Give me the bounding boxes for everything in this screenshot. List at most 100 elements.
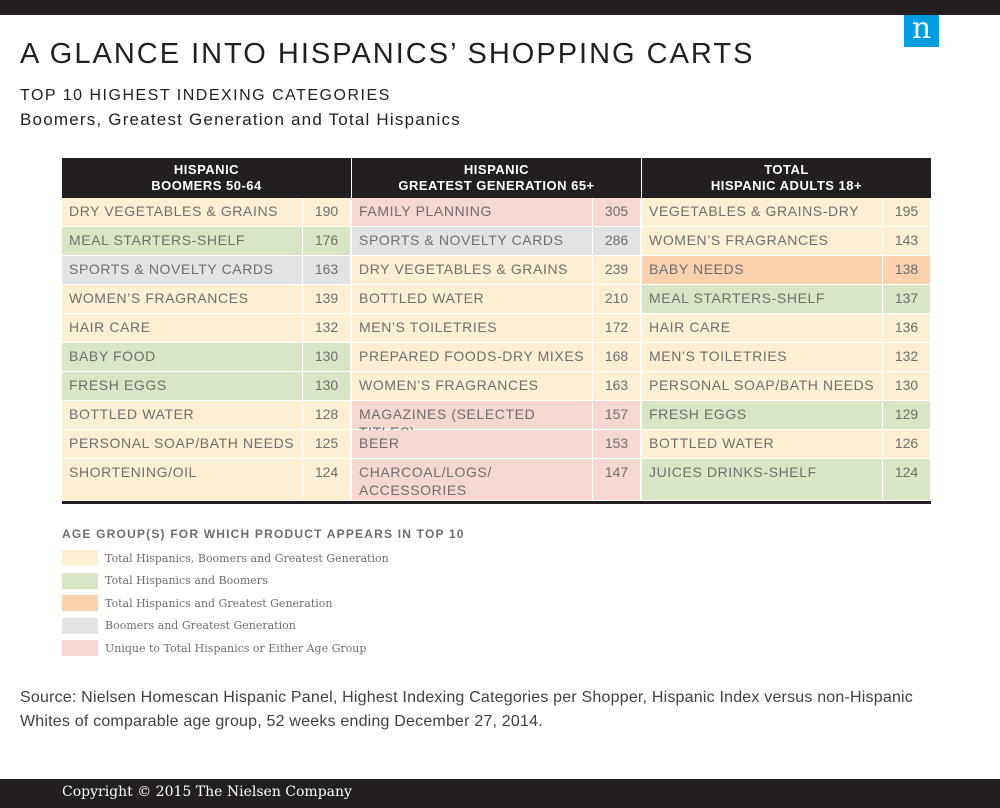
category-cell: MEN’S TOILETRIES	[352, 314, 592, 343]
table-row: BOTTLED WATER 210	[352, 285, 641, 314]
table-row: MAGAZINES (SELECTED TITLES)157	[352, 401, 641, 440]
category-cell: HAIR CARE	[62, 314, 302, 343]
index-value-cell: 139	[302, 285, 350, 314]
column-header: HISPANIC GREATEST GENERATION 65+	[352, 158, 641, 198]
legend-label: Total Hispanics, Boomers and Greatest Ge…	[105, 551, 389, 565]
table-row: FRESH EGGS 130	[62, 372, 351, 401]
category-cell: SHORTENING/OIL	[62, 459, 302, 501]
column-header-line2: GREATEST GENERATION 65+	[398, 178, 595, 193]
table-row: CHARCOAL/LOGS/ ACCESSORIES 147	[352, 459, 641, 501]
category-cell: VEGETABLES & GRAINS-DRY	[642, 198, 882, 227]
category-cell: PREPARED FOODS-DRY MIXES	[352, 343, 592, 372]
index-value-cell: 132	[882, 343, 930, 372]
legend-item: Total Hispanics, Boomers and Greatest Ge…	[62, 550, 389, 566]
table-column: HISPANIC GREATEST GENERATION 65+ FAMILY PL…	[352, 158, 641, 502]
legend-swatch	[62, 572, 98, 589]
category-cell: MEN’S TOILETRIES	[642, 343, 882, 372]
index-value-cell: 195	[882, 198, 930, 227]
table-row: BEER 153	[352, 430, 641, 459]
table-row: MEAL STARTERS-SHELF 176	[62, 227, 351, 256]
index-value-cell: 124	[302, 459, 350, 501]
column-header-line2: HISPANIC ADULTS 18+	[710, 178, 863, 193]
legend-item: Total Hispanics and Boomers	[62, 572, 268, 589]
table-row: BABY FOOD 130	[62, 343, 351, 372]
index-value-cell: 163	[302, 256, 350, 285]
index-value-cell: 138	[882, 256, 930, 285]
index-value-cell: 286	[592, 227, 640, 256]
category-cell: BOTTLED WATER	[62, 401, 302, 430]
index-value-cell: 129	[882, 401, 930, 430]
index-value-cell: 143	[882, 227, 930, 256]
table-row: SPORTS & NOVELTY CARDS 286	[352, 227, 641, 256]
table-row: SHORTENING/OIL 124	[62, 459, 351, 501]
top-categories-table: HISPANIC BOOMERS 50-64 DRY VEGETABLES & GR…	[62, 158, 931, 502]
legend-swatch	[62, 595, 98, 611]
index-value-cell: 305	[592, 198, 640, 227]
column-header-line1: HISPANIC	[463, 162, 530, 177]
category-cell: DRY VEGETABLES & GRAINS	[62, 198, 302, 227]
category-cell: DRY VEGETABLES & GRAINS	[352, 256, 592, 285]
category-cell: PERSONAL SOAP/BATH NEEDS	[62, 430, 302, 459]
subtitle-secondary: Boomers, Greatest Generation and Total H…	[20, 110, 461, 129]
legend-swatch	[62, 640, 98, 656]
table-row: WOMEN’S FRAGRANCES 139	[62, 285, 351, 314]
index-value-cell: 128	[302, 401, 350, 430]
legend-swatch	[62, 550, 98, 566]
category-cell: MAGAZINES (SELECTED TITLES)	[352, 401, 592, 440]
footer-bar: Copyright © 2015 The Nielsen Company	[0, 779, 1000, 808]
table-bottom-rule	[62, 501, 931, 504]
legend-item: Total Hispanics and Greatest Generation	[62, 595, 333, 611]
index-value-cell: 126	[882, 430, 930, 459]
table-row: BOTTLED WATER 128	[62, 401, 351, 430]
category-cell: CHARCOAL/LOGS/ ACCESSORIES	[352, 459, 592, 501]
table-row: WOMEN’S FRAGRANCES 143	[642, 227, 931, 256]
copyright-text: Copyright © 2015 The Nielsen Company	[62, 784, 352, 800]
index-value-cell: 239	[592, 256, 640, 285]
table-row: HAIR CARE 132	[62, 314, 351, 343]
index-value-cell: 130	[302, 372, 350, 401]
table-row: SPORTS & NOVELTY CARDS 163	[62, 256, 351, 285]
index-value-cell: 190	[302, 198, 350, 227]
table-row: VEGETABLES & GRAINS-DRY 195	[642, 198, 931, 227]
table-row: DRY VEGETABLES & GRAINS 239	[352, 256, 641, 285]
table-row: PREPARED FOODS-DRY MIXES 168	[352, 343, 641, 372]
page-title: A GLANCE INTO HISPANICS’ SHOPPING CARTS	[20, 38, 755, 70]
index-value-cell: 163	[592, 372, 640, 401]
category-cell: BOTTLED WATER	[352, 285, 592, 314]
index-value-cell: 136	[882, 314, 930, 343]
top-bar	[0, 0, 1000, 15]
column-header: TOTAL HISPANIC ADULTS 18+	[642, 158, 931, 198]
table-row: FAMILY PLANNING 305	[352, 198, 641, 227]
legend-label: Unique to Total Hispanics or Either Age …	[105, 641, 367, 655]
category-cell: FAMILY PLANNING	[352, 198, 592, 227]
legend-item: Unique to Total Hispanics or Either Age …	[62, 640, 366, 656]
table-row: MEN’S TOILETRIES 132	[642, 343, 931, 372]
category-cell: MEAL STARTERS-SHELF	[642, 285, 882, 314]
index-value-cell: 125	[302, 430, 350, 459]
table-column: HISPANIC BOOMERS 50-64 DRY VEGETABLES & GR…	[62, 158, 351, 502]
index-value-cell: 157	[592, 401, 640, 430]
legend-label: Boomers and Greatest Generation	[105, 619, 296, 632]
category-cell: FRESH EGGS	[62, 372, 302, 401]
subtitle-primary: TOP 10 HIGHEST INDEXING CATEGORIES	[20, 87, 391, 104]
category-cell: WOMEN’S FRAGRANCES	[352, 372, 592, 401]
column-header-line2: BOOMERS 50-64	[151, 178, 262, 193]
category-cell: JUICES DRINKS-SHELF	[642, 459, 882, 501]
table-row: MEN’S TOILETRIES 172	[352, 314, 641, 343]
index-value-cell: 147	[592, 459, 640, 501]
index-value-cell: 132	[302, 314, 350, 343]
legend-label: Total Hispanics and Boomers	[105, 574, 268, 587]
category-cell: BOTTLED WATER	[642, 430, 882, 459]
category-cell: BEER	[352, 430, 592, 459]
category-cell: PERSONAL SOAP/BATH NEEDS	[642, 372, 882, 401]
table-row: JUICES DRINKS-SHELF 124	[642, 459, 931, 501]
table-row: BOTTLED WATER 126	[642, 430, 931, 459]
index-value-cell: 130	[882, 372, 930, 401]
category-cell: BABY FOOD	[62, 343, 302, 372]
legend-item: Boomers and Greatest Generation	[62, 617, 296, 634]
source-note: Source: Nielsen Homescan Hispanic Panel,…	[20, 689, 913, 730]
table-row: HAIR CARE 136	[642, 314, 931, 343]
category-cell: WOMEN’S FRAGRANCES	[642, 227, 882, 256]
index-value-cell: 176	[302, 227, 350, 256]
category-cell: WOMEN’S FRAGRANCES	[62, 285, 302, 314]
